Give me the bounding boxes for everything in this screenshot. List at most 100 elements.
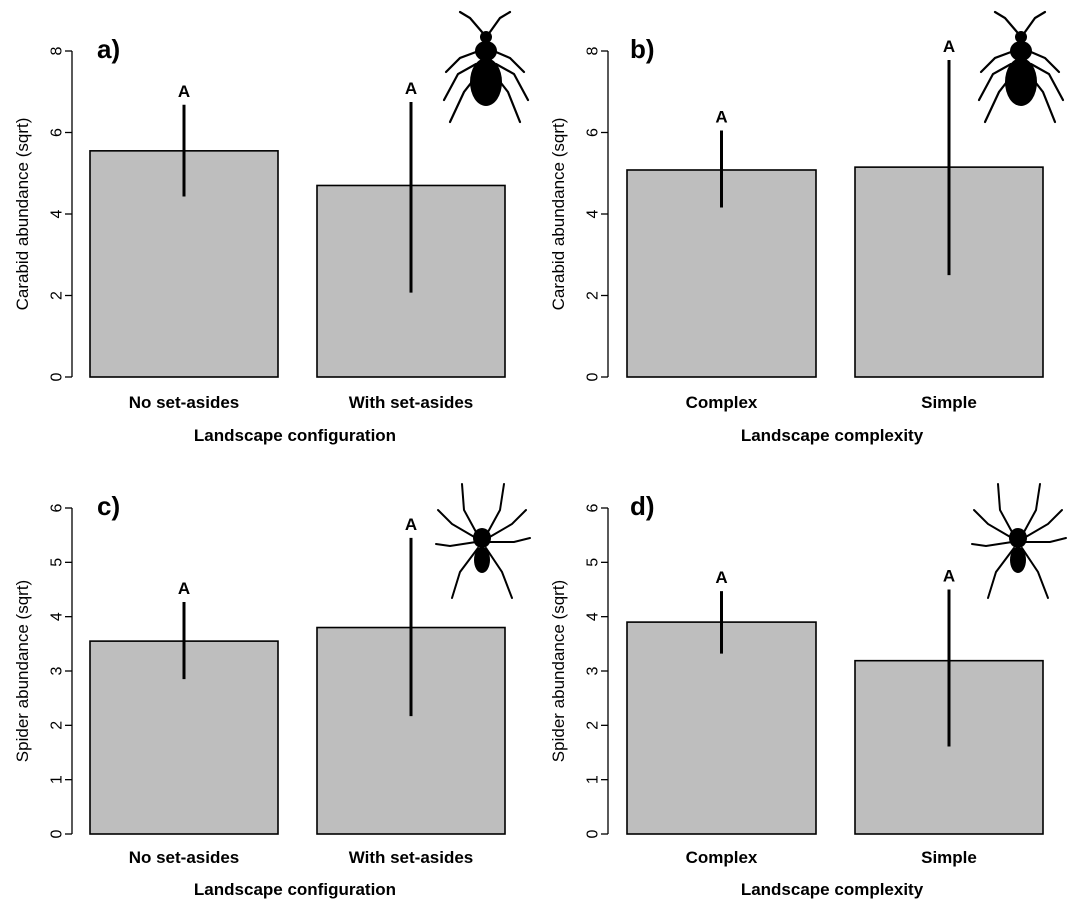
x-category-label: Complex xyxy=(686,848,758,867)
y-tick-label: 2 xyxy=(49,721,66,730)
panel-label: c) xyxy=(97,491,120,521)
y-tick-label: 5 xyxy=(49,558,66,567)
y-tick-label: 0 xyxy=(585,372,602,381)
y-tick-label: 6 xyxy=(49,503,66,512)
spider-cephalothorax xyxy=(1009,528,1027,548)
spider-leg xyxy=(997,483,1013,533)
y-axis-title: Carabid abundance (sqrt) xyxy=(549,118,568,311)
x-category-label: With set-asides xyxy=(349,848,474,867)
spider-abdomen xyxy=(474,547,490,573)
spider-leg xyxy=(435,541,477,548)
spider-leg xyxy=(1023,509,1063,539)
beetle-leg xyxy=(444,50,478,74)
y-tick-label: 4 xyxy=(49,612,66,621)
x-axis-title: Landscape complexity xyxy=(741,426,924,445)
x-axis-title: Landscape complexity xyxy=(741,880,924,899)
beetle-leg xyxy=(1029,62,1065,102)
panel-a: A A 0 2 4 6 8 No set-asides With set-asides Lands… xyxy=(13,10,530,445)
y-axis-title: Spider abundance (sqrt) xyxy=(13,580,32,762)
significance-letter: A xyxy=(178,579,190,598)
x-category-label: Simple xyxy=(921,848,977,867)
beetle-leg xyxy=(1029,50,1061,74)
significance-letter: A xyxy=(405,515,417,534)
x-axis-title: Landscape configuration xyxy=(194,426,396,445)
y-tick-label: 3 xyxy=(585,666,602,675)
beetle-silhouette xyxy=(977,10,1065,124)
y-tick-label: 3 xyxy=(49,666,66,675)
beetle-icon xyxy=(442,10,530,124)
beetle-leg xyxy=(494,50,526,74)
y-tick-label: 6 xyxy=(585,128,602,137)
significance-letter: A xyxy=(943,567,955,586)
spider-leg xyxy=(1023,537,1067,543)
spider-abdomen xyxy=(1010,547,1026,573)
spider-leg xyxy=(461,483,477,533)
beetle-abdomen xyxy=(470,58,502,106)
spider-leg xyxy=(451,547,479,599)
spider-leg xyxy=(437,509,477,539)
x-category-label: Simple xyxy=(921,393,977,412)
spider-leg xyxy=(487,537,531,543)
y-tick-label: 0 xyxy=(49,372,66,381)
y-axis-title: Carabid abundance (sqrt) xyxy=(13,118,32,311)
spider-icon xyxy=(435,483,531,599)
beetle-leg xyxy=(488,10,512,34)
y-tick-label: 8 xyxy=(585,46,602,55)
spider-silhouette xyxy=(971,483,1067,599)
spider-silhouette xyxy=(435,483,531,599)
y-tick-label: 2 xyxy=(585,291,602,300)
spider-cephalothorax xyxy=(473,528,491,548)
panel-label: d) xyxy=(630,491,655,521)
beetle-leg xyxy=(458,10,484,34)
x-category-label: No set-asides xyxy=(129,848,240,867)
y-tick-label: 2 xyxy=(585,721,602,730)
beetle-abdomen xyxy=(1005,58,1037,106)
panel-d: A A 0 1 2 3 4 5 6 Complex Simple Landscape complexi… xyxy=(549,483,1067,899)
y-tick-label: 8 xyxy=(49,46,66,55)
spider-leg xyxy=(487,509,527,539)
beetle-leg xyxy=(494,62,530,102)
spider-icon xyxy=(971,483,1067,599)
y-tick-label: 6 xyxy=(585,503,602,512)
y-tick-label: 6 xyxy=(49,128,66,137)
significance-letter: A xyxy=(715,107,727,126)
panel-label: a) xyxy=(97,34,120,64)
panel-b: A A 0 2 4 6 8 Complex Simple Landscape complexity… xyxy=(549,10,1065,445)
bar xyxy=(626,621,817,835)
significance-letter: A xyxy=(405,79,417,98)
spider-leg xyxy=(485,547,513,599)
panel-c: A A 0 1 2 3 4 5 6 No set-asides With set-asides Lan… xyxy=(13,483,531,899)
panel-label: b) xyxy=(630,34,655,64)
y-tick-label: 5 xyxy=(585,558,602,567)
x-category-label: No set-asides xyxy=(129,393,240,412)
significance-letter: A xyxy=(943,37,955,56)
y-tick-label: 1 xyxy=(49,775,66,784)
y-tick-label: 0 xyxy=(585,829,602,838)
spider-leg xyxy=(971,541,1013,548)
y-tick-label: 1 xyxy=(585,775,602,784)
significance-letter: A xyxy=(178,82,190,101)
beetle-leg xyxy=(977,62,1013,102)
y-tick-label: 0 xyxy=(49,829,66,838)
x-category-label: With set-asides xyxy=(349,393,474,412)
y-tick-label: 4 xyxy=(49,209,66,218)
beetle-head xyxy=(480,31,492,43)
spider-leg xyxy=(987,547,1015,599)
significance-letter: A xyxy=(715,568,727,587)
beetle-leg xyxy=(979,50,1013,74)
y-tick-label: 4 xyxy=(585,612,602,621)
y-tick-label: 4 xyxy=(585,209,602,218)
y-axis-title: Spider abundance (sqrt) xyxy=(549,580,568,762)
y-tick-label: 2 xyxy=(49,291,66,300)
beetle-head xyxy=(1015,31,1027,43)
beetle-leg xyxy=(442,62,478,102)
beetle-thorax xyxy=(1010,41,1032,61)
beetle-thorax xyxy=(475,41,497,61)
spider-leg xyxy=(1023,483,1041,533)
beetle-icon xyxy=(977,10,1065,124)
x-axis-title: Landscape configuration xyxy=(194,880,396,899)
beetle-silhouette xyxy=(442,10,530,124)
x-category-label: Complex xyxy=(686,393,758,412)
spider-leg xyxy=(487,483,505,533)
